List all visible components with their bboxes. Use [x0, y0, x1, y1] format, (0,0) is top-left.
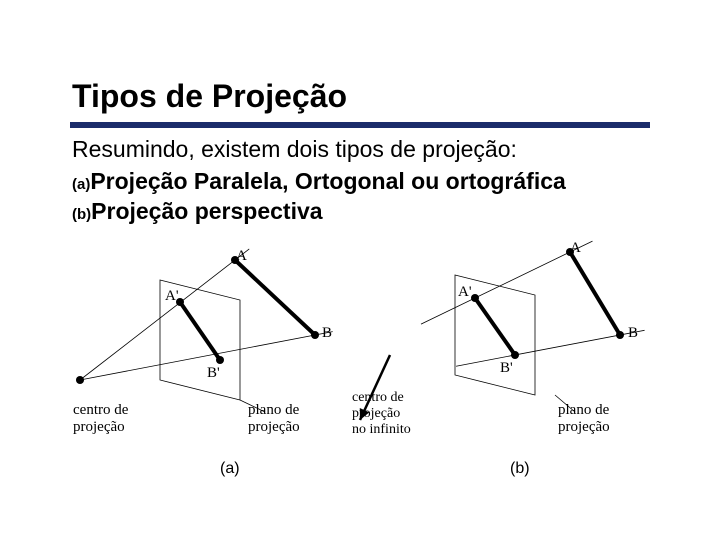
- label-plane-b: plano de projeção: [558, 402, 610, 436]
- list-text-a: Projeção Paralela, Ortogonal ou ortográf…: [90, 168, 565, 194]
- label-Ap-a: A': [165, 288, 179, 305]
- label-center-b: centro de projeção no infinito: [352, 390, 411, 438]
- slide-title: Tipos de Projeção: [72, 78, 347, 115]
- label-plane-a: plano de projeção: [248, 402, 300, 436]
- slide: Tipos de Projeção Resumindo, existem doi…: [0, 0, 720, 540]
- label-B-a: B: [322, 325, 332, 342]
- label-A-b: A: [570, 240, 581, 257]
- label-A-a: A: [236, 248, 247, 265]
- label-Bp-a: B': [207, 365, 220, 382]
- list-item-b: (b)Projeção perspectiva: [72, 198, 323, 225]
- lead-text: Resumindo, existem dois tipos de projeçã…: [72, 136, 517, 163]
- caption-b: (b): [510, 460, 530, 478]
- list-text-b: Projeção perspectiva: [91, 198, 322, 224]
- accent-bar: [70, 122, 650, 128]
- list-item-a: (a)Projeção Paralela, Ortogonal ou ortog…: [72, 168, 566, 195]
- label-center-a: centro de projeção: [73, 402, 128, 436]
- label-Bp-b: B': [500, 360, 513, 377]
- list-marker-a: (a): [72, 176, 90, 193]
- caption-a: (a): [220, 460, 240, 478]
- list-marker-b: (b): [72, 206, 91, 223]
- label-Ap-b: A': [458, 284, 472, 301]
- label-B-b: B: [628, 325, 638, 342]
